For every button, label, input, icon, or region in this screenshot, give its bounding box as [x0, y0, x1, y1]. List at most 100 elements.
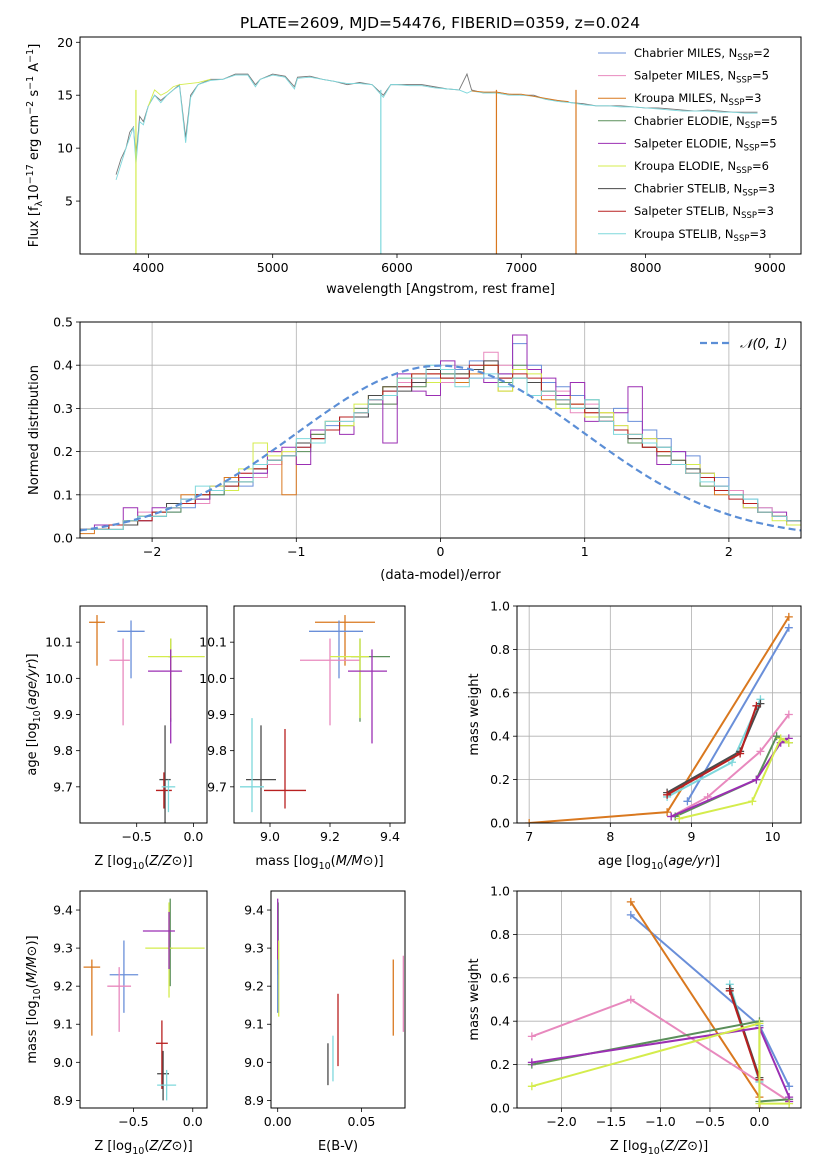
x-tick-label: 0.0	[749, 1114, 769, 1129]
weight-marker-chabrier-miles	[784, 623, 793, 632]
plot-area	[527, 897, 794, 1108]
spectrum-line-kroupa-miles	[471, 90, 569, 103]
spectrum-line-kroupa-elodie	[147, 78, 211, 106]
metallicity-mass-panel: −0.5 0.0 8.9 9.0 9.1 9.2 9.3 9.4 Z [log10(Z/Z⊙)]…	[25, 890, 208, 1157]
axes-frame	[79, 605, 208, 824]
legend-label-kroupa-elodie: Kroupa ELODIE, NSSP=6	[634, 159, 769, 176]
x-tick-label: −1.5	[596, 1114, 626, 1129]
x-tick-label: 9.4	[380, 829, 400, 844]
y-tick-label: 15	[57, 88, 73, 103]
y-tick-label: 9.7	[207, 779, 227, 794]
weight-line-salpeter-stelib	[666, 705, 758, 796]
x-tick-label: 9	[687, 829, 695, 844]
x-tick-label: 0.0	[183, 1114, 203, 1129]
y-tick-label: 9.7	[53, 779, 73, 794]
metallicity-mass-weight-panel: −2.0 −1.5 −1.0 −0.5 0.0 0.0 0.2 0.4 0.6 0.8 1.0 Z […	[467, 884, 802, 1157]
y-tick-label: 8.9	[244, 1093, 264, 1108]
legend-label-kroupa-stelib: Kroupa STELIB, NSSP=3	[634, 227, 766, 244]
legend-label-chabrier-elodie: Chabrier ELODIE, NSSP=5	[634, 114, 778, 131]
y-tick-label: 0.0	[53, 531, 73, 546]
weight-marker-chabrier-elodie	[772, 732, 781, 741]
x-tick-label: 7000	[505, 260, 537, 275]
extinction-mass-panel: 0.00 0.05 8.9 9.0 9.1 9.2 9.3 9.4 E(B-V)	[244, 890, 406, 1154]
y-tick-label: 0.2	[490, 1057, 510, 1072]
weight-marker-salpeter-elodie	[667, 812, 676, 821]
plot-area	[525, 612, 793, 823]
x-axis-label: Z [log10(Z/Z⊙)]	[610, 1139, 708, 1157]
metallicity-age-panel: −0.5 0.0 9.7 9.8 9.9 10.0 10.1 Z [log10(Z/Z⊙)] a…	[25, 605, 208, 872]
y-tick-label: 9.0	[244, 1055, 264, 1070]
x-tick-label: −2.0	[546, 1114, 576, 1129]
legend-label-kroupa-miles: Kroupa MILES, NSSP=3	[634, 91, 761, 108]
y-tick-label: 10.1	[199, 635, 227, 650]
y-tick-label: 0.0	[490, 816, 510, 831]
residual-histogram-panel: −2 −1 0 1 2 0.0 0.1 0.2 0.3 0.4 0.5 (data-model)/er…	[27, 315, 802, 583]
axes-frame	[79, 36, 802, 255]
y-tick-label: 0.6	[490, 970, 510, 985]
axes-frame	[270, 890, 406, 1109]
weight-marker-salpeter-miles	[527, 1032, 536, 1041]
x-tick-label: 8000	[630, 260, 662, 275]
y-tick-label: 0.0	[490, 1101, 510, 1116]
y-tick-label: 0.5	[53, 315, 73, 330]
weight-marker-chabrier-miles	[785, 1082, 794, 1091]
weight-marker-salpeter-stelib	[663, 790, 672, 799]
y-tick-label: 9.9	[53, 707, 73, 722]
x-tick-label: 9.0	[260, 829, 280, 844]
x-tick-label: 5000	[257, 260, 289, 275]
y-tick-label: 9.4	[244, 903, 264, 918]
weight-marker-kroupa-elodie	[748, 797, 757, 806]
weight-line-kroupa-elodie	[531, 1022, 790, 1105]
y-tick-label: 9.8	[207, 743, 227, 758]
y-axis-label: mass weight	[467, 958, 482, 1040]
x-tick-label: 10	[765, 829, 781, 844]
x-axis-label: wavelength [Angstrom, rest frame]	[326, 282, 555, 297]
y-tick-label: 8.9	[53, 1093, 73, 1108]
spectrum-panel: 4000 5000 6000 7000 8000 9000 5 10 15 20 wavelengt…	[25, 35, 802, 297]
spectrum-line-kroupa-stelib	[115, 74, 758, 181]
weight-marker-chabrier-miles	[626, 910, 635, 919]
y-tick-label: 0.2	[53, 444, 73, 459]
weight-marker-kroupa-elodie	[755, 1019, 764, 1028]
x-tick-label: −0.5	[695, 1114, 725, 1129]
y-tick-label: 0.8	[490, 927, 510, 942]
weight-marker-chabrier-stelib	[756, 699, 765, 708]
x-tick-label: 9000	[754, 260, 786, 275]
x-tick-label: 0.05	[348, 1114, 376, 1129]
y-tick-label: 9.2	[53, 979, 73, 994]
y-tick-label: 9.1	[53, 1017, 73, 1032]
y-tick-label: 0.1	[53, 487, 73, 502]
y-tick-label: 10.0	[45, 671, 73, 686]
weight-line-kroupa-elodie	[679, 736, 790, 820]
x-tick-label: −1	[287, 544, 305, 559]
figure-title: PLATE=2609, MJD=54476, FIBERID=0359, z=0…	[240, 14, 640, 32]
weight-marker-kroupa-miles	[663, 808, 672, 817]
weight-marker-kroupa-miles	[784, 612, 793, 621]
axes-frame	[79, 890, 208, 1109]
y-tick-label: 10	[57, 141, 73, 156]
y-tick-label: 0.4	[490, 729, 510, 744]
weight-marker-salpeter-miles	[626, 995, 635, 1004]
plot-area	[83, 898, 205, 1101]
x-axis-label: (data-model)/error	[380, 568, 501, 583]
weight-marker-kroupa-elodie	[527, 1082, 536, 1091]
weight-line-kroupa-miles	[529, 616, 790, 823]
weight-marker-kroupa-miles	[525, 819, 534, 823]
axes-frame	[516, 605, 802, 824]
y-tick-label: 9.1	[244, 1017, 264, 1032]
y-tick-label: 1.0	[490, 599, 510, 614]
weight-marker-salpeter-stelib	[725, 986, 734, 995]
normal-curve	[80, 364, 801, 532]
y-tick-label: 9.3	[53, 941, 73, 956]
y-tick-label: 10.0	[199, 671, 227, 686]
x-tick-label: −0.5	[122, 829, 152, 844]
y-tick-label: 9.8	[53, 743, 73, 758]
y-axis-label: mass [log10(M/M⊙)]	[25, 935, 43, 1063]
weight-line-salpeter-miles	[670, 713, 790, 818]
plot-area	[89, 615, 205, 823]
legend-label-salpeter-miles: Salpeter MILES, NSSP=5	[634, 69, 769, 86]
x-tick-label: 6000	[381, 260, 413, 275]
y-tick-label: 0.3	[53, 401, 73, 416]
plot-area	[277, 898, 404, 1086]
weight-marker-salpeter-stelib	[736, 749, 745, 758]
